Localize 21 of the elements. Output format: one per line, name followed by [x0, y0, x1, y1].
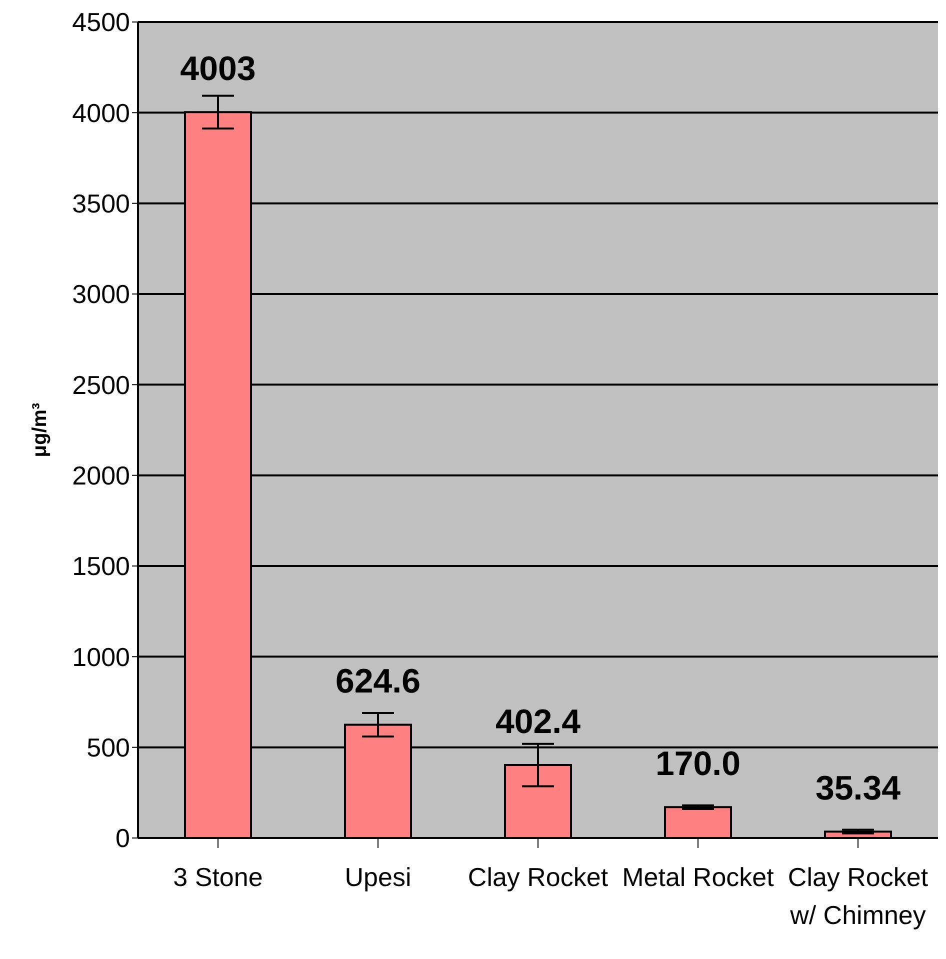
x-tick-label: 3 Stone [173, 862, 263, 892]
y-tick-label: 1500 [72, 551, 130, 582]
y-tick-label: 3000 [72, 279, 130, 310]
y-tick-label: 3500 [72, 188, 130, 219]
y-tick-label: 2000 [72, 460, 130, 491]
y-axis-title: μg/m³ [29, 402, 51, 458]
data-label: 4003 [180, 50, 256, 88]
y-tick-label: 4500 [72, 7, 130, 38]
x-tick-label: Clay Rocket [468, 862, 609, 892]
data-label: 170.0 [655, 745, 741, 784]
y-tick-label: 1000 [72, 642, 130, 672]
y-tick-label: 4000 [72, 98, 130, 128]
y-tick-label: 2500 [72, 370, 130, 400]
x-tick-label: Metal Rocket [622, 862, 775, 892]
data-label: 624.6 [335, 662, 421, 701]
data-label: 402.4 [495, 703, 581, 742]
x-tick-label: Upesi [344, 862, 412, 892]
y-tick-label: 0 [116, 823, 130, 854]
y-tick-label: 500 [86, 732, 130, 763]
data-label: 35.34 [815, 770, 901, 808]
x-tick-label: Clay Rocket w/ Chimney [788, 862, 929, 930]
